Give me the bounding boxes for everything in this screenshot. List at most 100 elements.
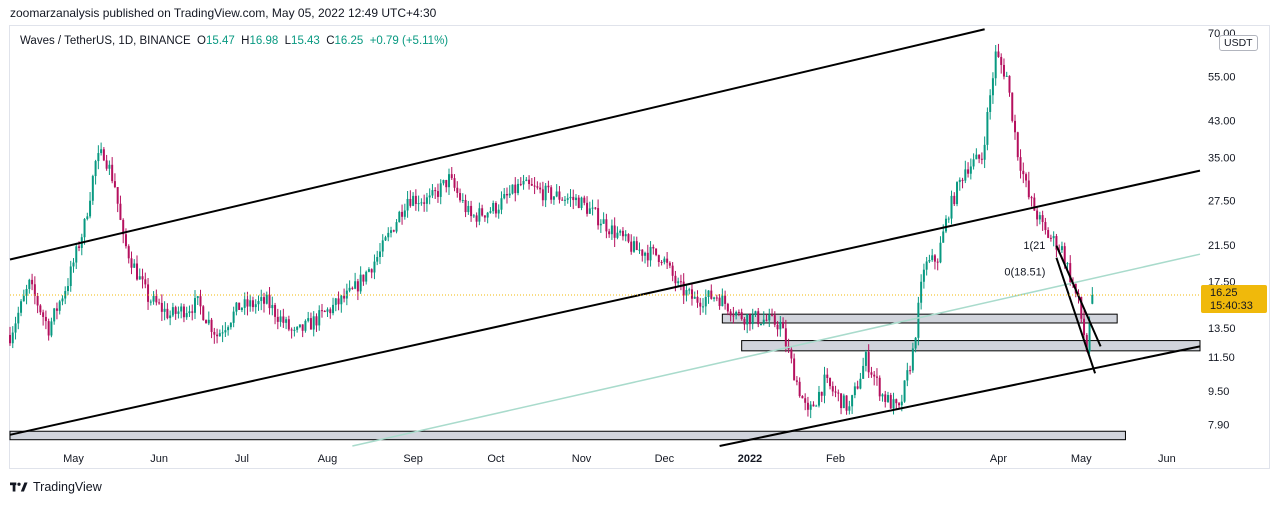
candle-body: [373, 261, 376, 273]
candle-body: [1091, 294, 1094, 304]
candle-body: [561, 199, 564, 201]
candle-body: [1036, 210, 1039, 220]
candle-body: [185, 313, 188, 318]
candle-body: [608, 231, 611, 235]
candle-body: [961, 179, 964, 181]
candle-body: [875, 376, 878, 378]
candle-body: [475, 215, 478, 222]
candle-body: [160, 302, 163, 312]
candle-body: [141, 276, 144, 280]
candle-body: [199, 296, 202, 307]
candle-body: [773, 315, 776, 325]
candle-body: [1049, 237, 1052, 239]
candle-body: [939, 242, 942, 263]
candle-body: [660, 261, 663, 263]
currency-button[interactable]: USDT: [1219, 35, 1258, 51]
tradingview-logo-icon: [10, 482, 28, 492]
candle-body: [914, 337, 917, 349]
candle-body: [947, 218, 950, 220]
candle-body: [544, 185, 547, 201]
candle-body: [768, 314, 771, 321]
candle-body: [569, 196, 572, 199]
candle-body: [249, 300, 252, 307]
candle-body: [605, 219, 608, 232]
candle-body: [72, 262, 75, 267]
candle-body: [936, 261, 939, 263]
candle-body: [66, 286, 69, 292]
candle-body: [467, 205, 470, 213]
candle-body: [492, 203, 495, 212]
candle-body: [169, 315, 172, 319]
candle-body: [627, 234, 630, 242]
candle-body: [920, 281, 923, 303]
candle-body: [801, 396, 804, 399]
candle-body: [771, 314, 774, 316]
candle-body: [539, 187, 542, 190]
candle-body: [528, 179, 531, 185]
candle-body: [193, 298, 196, 313]
candle-body: [563, 199, 566, 201]
candle-body: [994, 51, 997, 79]
candle-body: [986, 112, 989, 145]
candle-body: [878, 377, 881, 397]
candle-body: [133, 263, 136, 268]
candle-body: [862, 365, 865, 379]
candle-body: [78, 246, 81, 248]
candle-body: [533, 185, 536, 187]
candle-body: [555, 191, 558, 197]
candle-body: [1033, 197, 1036, 211]
candle-body: [312, 316, 315, 330]
candle-body: [263, 297, 266, 304]
candle-body: [489, 211, 492, 213]
candle-body: [1005, 75, 1008, 77]
candle-body: [666, 258, 669, 263]
candle-body: [732, 315, 735, 317]
candle-body: [903, 380, 906, 402]
annotations-layer: 1(21 0(18.51): [1004, 240, 1045, 279]
candle-body: [31, 279, 34, 285]
open-label: O: [197, 35, 206, 47]
candle-body: [232, 311, 235, 323]
candle-body: [652, 246, 655, 249]
candle-body: [191, 311, 194, 313]
x-tick-label: May: [1071, 453, 1092, 465]
candle-body: [530, 184, 533, 186]
candle-body: [42, 312, 45, 317]
candle-body: [105, 160, 108, 169]
candle-body: [246, 299, 249, 307]
candle-body: [721, 295, 724, 307]
candle-body: [445, 180, 448, 188]
candle-body: [461, 199, 464, 201]
candle-body: [431, 190, 434, 196]
candle-body: [163, 308, 166, 312]
trendline: [9, 169, 1201, 436]
candle-body: [287, 319, 290, 330]
candle-body: [296, 327, 299, 330]
candle-body: [748, 314, 751, 325]
candle-body: [972, 159, 975, 167]
candle-body: [975, 154, 978, 160]
candle-body: [1083, 318, 1086, 335]
x-tick-label: Oct: [487, 453, 504, 465]
candle-body: [690, 289, 693, 299]
candle-body: [655, 248, 658, 256]
open-value: 15.47: [205, 35, 235, 47]
footer-brand[interactable]: TradingView: [10, 480, 102, 494]
candle-body: [320, 310, 323, 312]
candle-body: [668, 262, 671, 266]
x-tick-label: Nov: [572, 453, 592, 465]
candle-body: [483, 215, 486, 218]
candle-body: [387, 232, 390, 238]
candle-body: [304, 320, 307, 331]
candle-body: [398, 211, 401, 223]
candle-body: [22, 295, 25, 302]
candle-body: [870, 372, 873, 375]
candle-body: [699, 302, 702, 307]
zone-rect: [741, 340, 1201, 352]
candle-body: [323, 310, 326, 312]
zone-rect: [9, 430, 1126, 441]
candle-body: [61, 298, 64, 302]
candle-body: [470, 205, 473, 217]
y-tick-label: 9.50: [1208, 386, 1229, 398]
